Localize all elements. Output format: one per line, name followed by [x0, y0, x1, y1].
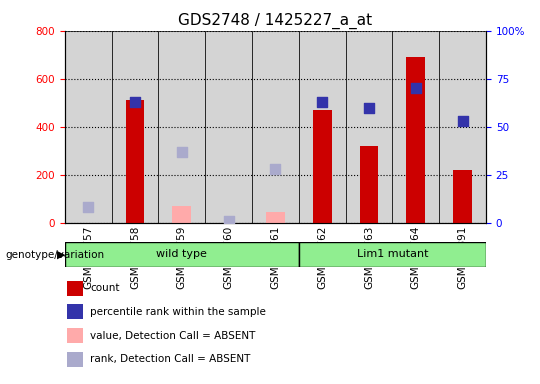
Bar: [407, 57, 425, 223]
Bar: [67, 305, 83, 319]
Point: [84, 204, 92, 210]
Bar: [67, 281, 83, 296]
Bar: [172, 206, 191, 223]
Bar: [65, 242, 299, 267]
Bar: [67, 328, 83, 343]
Bar: [313, 110, 332, 223]
Point: [458, 118, 467, 124]
Text: wild type: wild type: [157, 249, 207, 260]
Bar: [158, 31, 205, 223]
Point: [364, 104, 373, 111]
Point: [131, 99, 139, 105]
Point: [178, 149, 186, 155]
Bar: [205, 31, 252, 223]
Bar: [346, 31, 393, 223]
Point: [271, 166, 280, 172]
Text: count: count: [90, 283, 120, 293]
Bar: [299, 242, 486, 267]
Text: value, Detection Call = ABSENT: value, Detection Call = ABSENT: [90, 331, 256, 341]
Bar: [126, 100, 144, 223]
Text: rank, Detection Call = ABSENT: rank, Detection Call = ABSENT: [90, 354, 251, 364]
Bar: [65, 31, 112, 223]
Bar: [112, 31, 158, 223]
Bar: [67, 352, 83, 367]
Bar: [360, 146, 379, 223]
Text: percentile rank within the sample: percentile rank within the sample: [90, 307, 266, 317]
Bar: [266, 212, 285, 223]
Title: GDS2748 / 1425227_a_at: GDS2748 / 1425227_a_at: [178, 13, 373, 29]
Point: [318, 99, 327, 105]
Text: ▶: ▶: [57, 250, 65, 260]
Text: genotype/variation: genotype/variation: [5, 250, 105, 260]
Point: [411, 85, 420, 91]
Point: [224, 218, 233, 224]
Bar: [299, 31, 346, 223]
Bar: [252, 31, 299, 223]
Bar: [393, 31, 439, 223]
Bar: [453, 170, 472, 223]
Bar: [439, 31, 486, 223]
Text: Lim1 mutant: Lim1 mutant: [356, 249, 428, 260]
